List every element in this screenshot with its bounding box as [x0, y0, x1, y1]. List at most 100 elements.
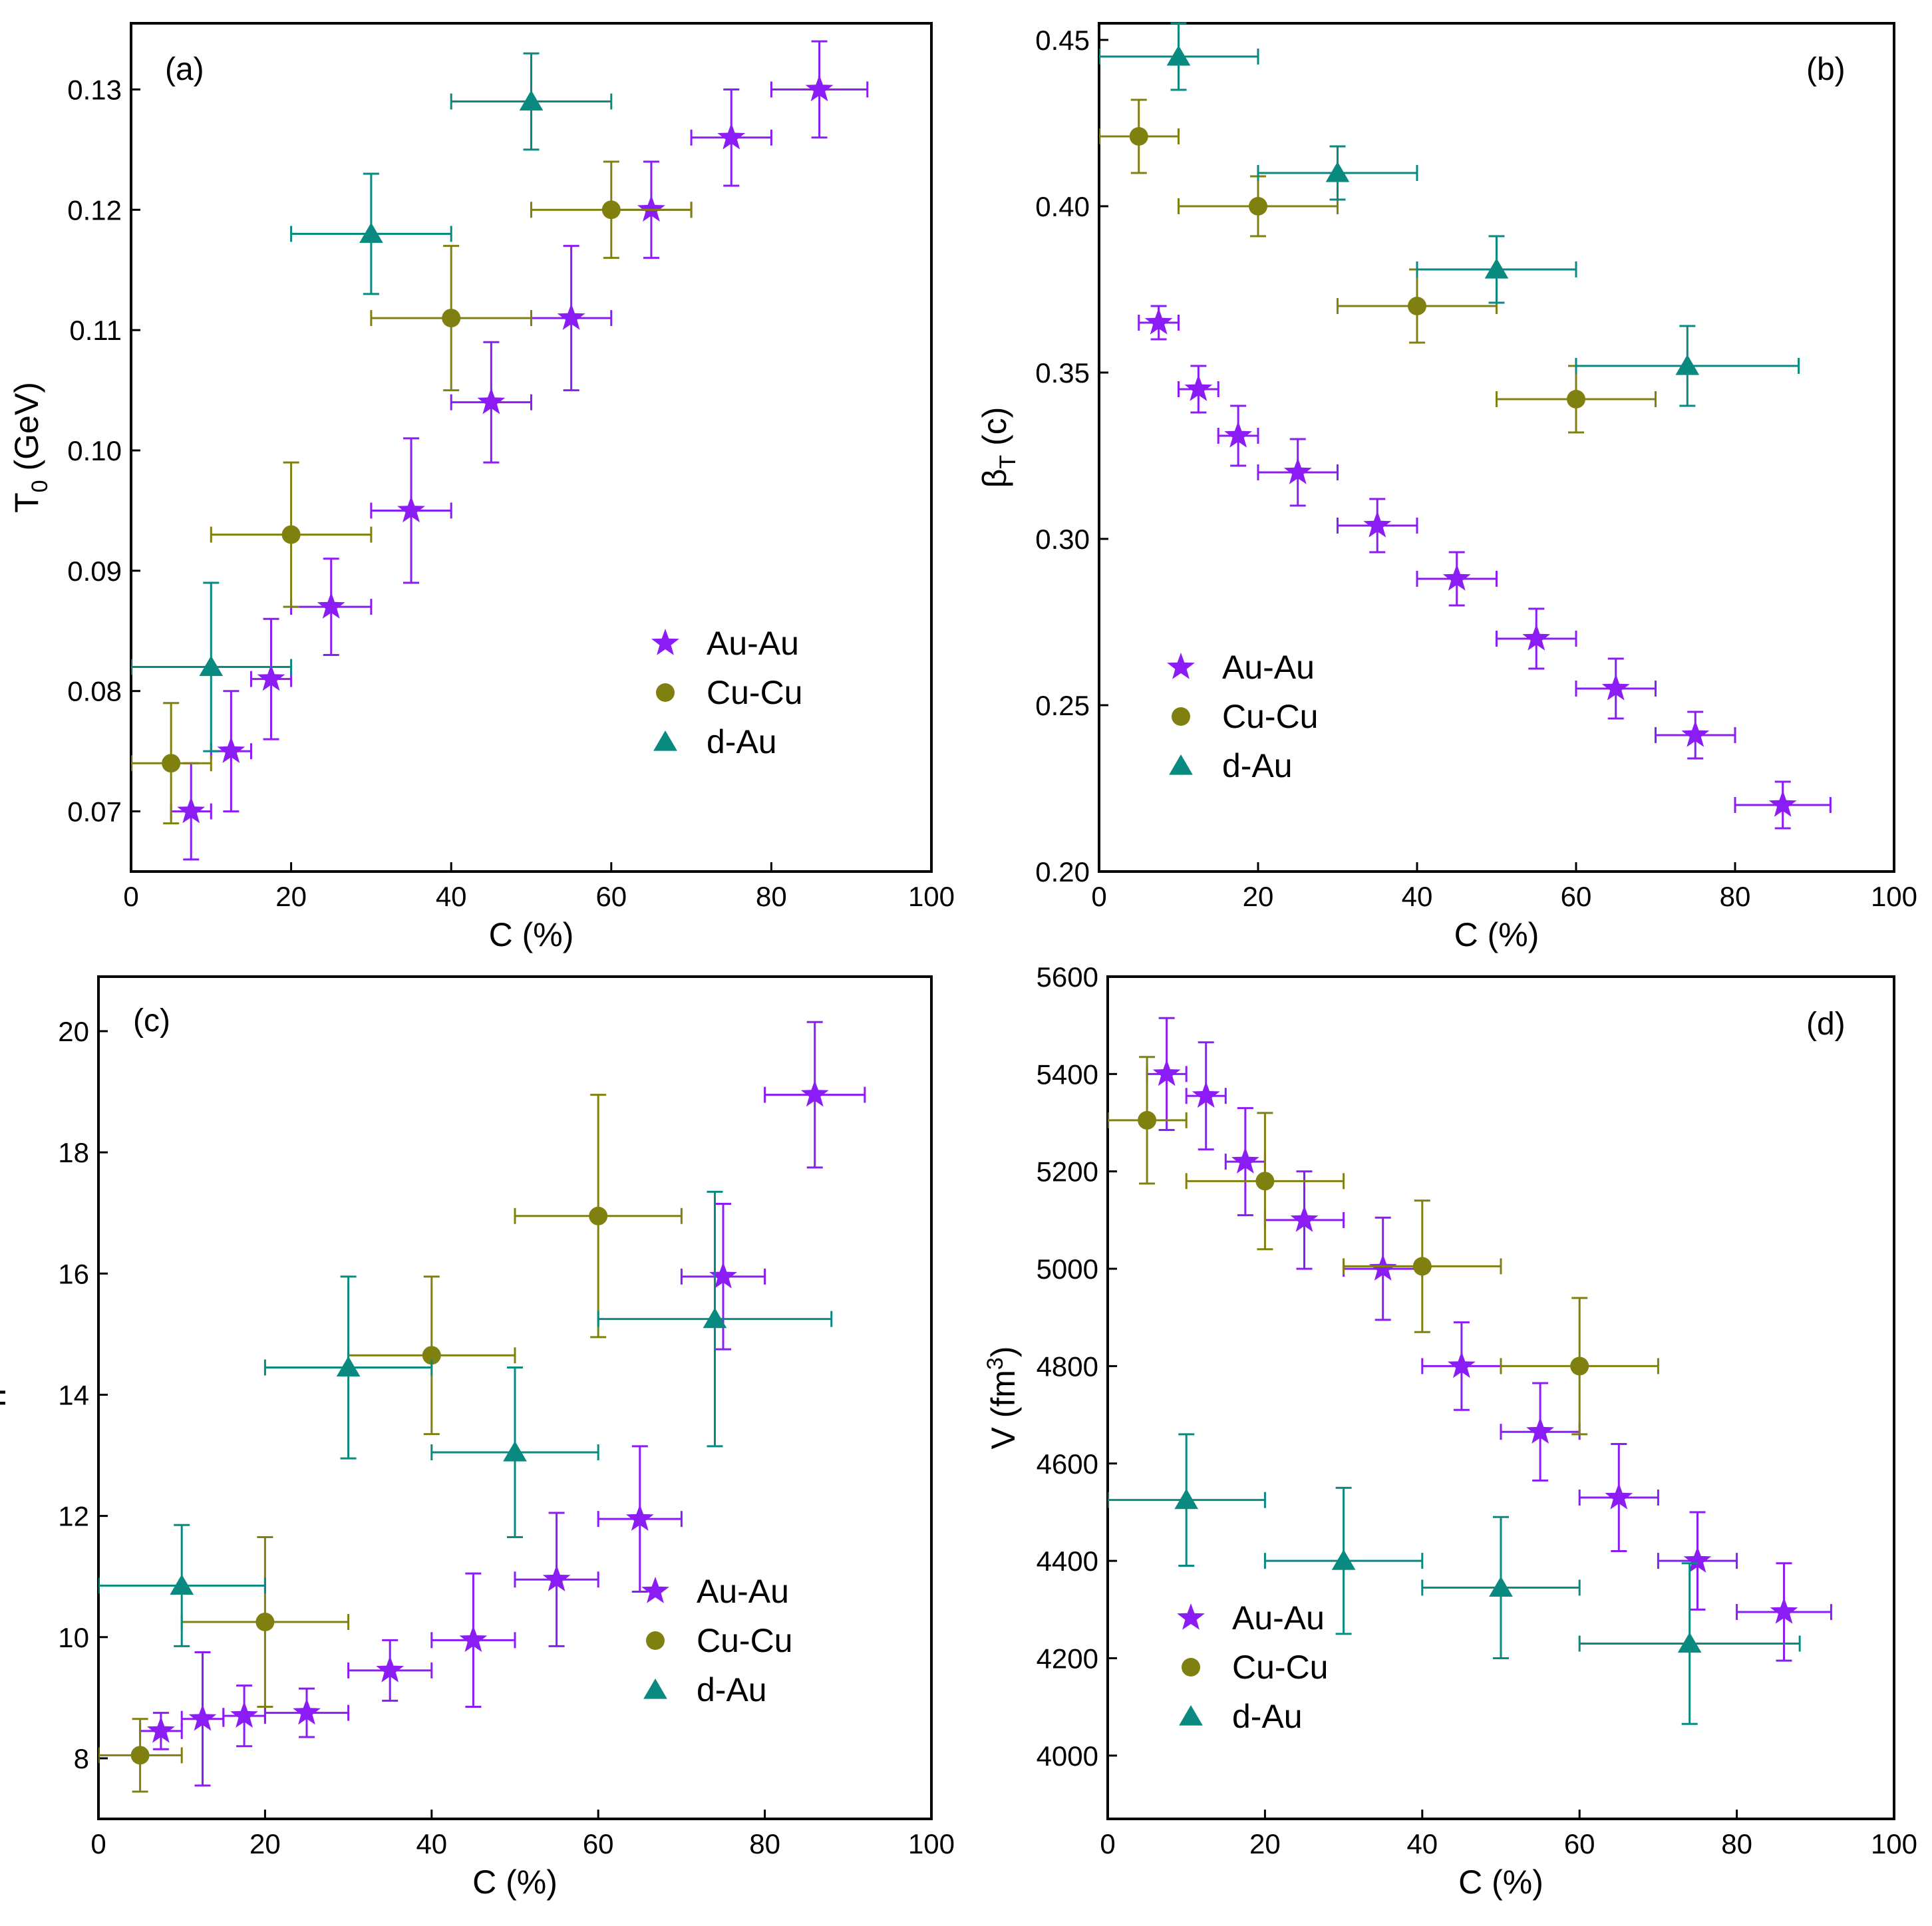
data-marker-star: [1770, 1597, 1798, 1624]
data-point: [1416, 551, 1498, 607]
x-tick-label: 100: [1871, 1828, 1917, 1859]
data-marker-star: [177, 796, 206, 824]
data-marker-circle: [601, 200, 621, 220]
chart-panel-b: 0 20 40 60 80 100 0.20 0.25 0.30 0.35 0.40 0.45 C (%…: [976, 22, 1917, 953]
data-point: [514, 1094, 683, 1339]
legend-marker-triangle: [1169, 754, 1193, 775]
data-marker-triangle: [519, 90, 544, 111]
data-marker-star: [542, 1565, 571, 1591]
x-tick-label: 80: [1720, 881, 1751, 912]
data-marker-triangle: [703, 1307, 727, 1329]
legend-marker-circle: [656, 683, 675, 702]
legend-marker-star: [651, 629, 679, 655]
data-marker-star: [397, 496, 425, 523]
series-d-au: [98, 1190, 833, 1647]
data-point: [1578, 1443, 1659, 1553]
y-tick-label: 5600: [1037, 961, 1098, 993]
x-axis-label: C (%): [489, 916, 574, 953]
data-point: [1500, 1297, 1659, 1436]
data-point: [690, 88, 772, 187]
legend-marker-star: [1167, 653, 1195, 679]
plot-area: [98, 1021, 866, 1793]
legend-marker-circle: [1172, 707, 1190, 726]
legend-label: Cu-Cu: [697, 1622, 792, 1659]
data-point: [1496, 607, 1577, 670]
data-marker-star: [317, 592, 345, 619]
legend-label: Au-Au: [707, 625, 799, 662]
data-marker-triangle: [1331, 1549, 1356, 1570]
data-marker-star: [293, 1698, 321, 1725]
y-axis-label-sub: T: [995, 455, 1021, 469]
panel-label: (c): [133, 1003, 170, 1039]
data-point: [131, 702, 212, 825]
data-marker-star: [557, 303, 585, 330]
data-marker-star: [477, 387, 506, 414]
data-marker-triangle: [1174, 1488, 1199, 1510]
legend: Au-Au Cu-Cu d-Au: [651, 625, 802, 760]
data-point: [1257, 145, 1418, 201]
data-marker-star: [1224, 421, 1252, 448]
data-marker-triangle: [1675, 355, 1700, 375]
y-axis-label-main: T: [8, 492, 45, 513]
data-marker-circle: [422, 1346, 441, 1365]
data-marker-star: [1283, 458, 1312, 484]
y-tick-label: 0.45: [1035, 25, 1090, 56]
legend-label: Au-Au: [1222, 649, 1315, 686]
data-point: [170, 762, 212, 861]
x-axis-label: C (%): [1458, 1863, 1543, 1901]
y-tick-label: 5200: [1037, 1156, 1098, 1188]
data-point: [1734, 780, 1832, 830]
data-marker-circle: [1129, 127, 1148, 146]
data-point: [1217, 404, 1259, 467]
data-point: [1500, 1382, 1581, 1482]
data-marker-star: [1368, 1254, 1397, 1281]
data-marker-star: [800, 1080, 829, 1107]
data-point: [1263, 1170, 1345, 1270]
series-cu-cu: [98, 1094, 683, 1793]
data-marker-triangle: [170, 1574, 194, 1595]
data-marker-star: [1363, 511, 1392, 538]
x-tick-label: 60: [1564, 1828, 1595, 1859]
y-tick-label: 20: [58, 1016, 89, 1047]
x-tick-label: 0: [1100, 1828, 1115, 1859]
data-point: [764, 1021, 866, 1169]
plot-frame: [1098, 22, 1895, 873]
legend-label: Au-Au: [697, 1573, 789, 1610]
data-marker-circle: [1255, 1172, 1275, 1191]
data-marker-circle: [130, 1746, 150, 1765]
data-marker-triangle: [199, 655, 224, 677]
series-au-au: [139, 1021, 866, 1787]
data-point: [1099, 22, 1259, 91]
data-marker-star: [1144, 308, 1173, 335]
data-point: [1185, 1112, 1345, 1251]
legend-label: d-Au: [697, 1671, 767, 1708]
y-axis-label-main: V (fm: [985, 1370, 1022, 1449]
data-point: [347, 1639, 433, 1702]
data-marker-star: [1442, 564, 1471, 591]
data-marker-circle: [162, 754, 181, 773]
series-au-au: [1146, 1017, 1832, 1662]
y-axis-label-rest: ): [985, 1346, 1022, 1357]
x-axis-label: C (%): [472, 1863, 558, 1901]
data-point: [1575, 657, 1657, 720]
y-tick-label: 14: [58, 1379, 89, 1410]
y-tick-label: 4000: [1037, 1740, 1098, 1772]
plot-frame: [1106, 975, 1895, 1820]
data-point: [1178, 365, 1219, 414]
legend-marker-circle: [646, 1631, 665, 1650]
data-point: [347, 1275, 516, 1436]
y-axis-label: βT (c): [976, 407, 1021, 488]
data-point: [1496, 365, 1657, 434]
data-marker-star: [709, 1261, 737, 1289]
x-tick-label: 100: [908, 1828, 955, 1859]
series-au-au: [1138, 305, 1832, 830]
y-tick-label: 18: [58, 1137, 89, 1168]
y-tick-label: 5000: [1037, 1253, 1098, 1285]
x-tick-label: 100: [1871, 881, 1917, 912]
x-tick-label: 20: [275, 881, 307, 912]
legend: Au-Au Cu-Cu d-Au: [1167, 649, 1318, 784]
legend-marker-triangle: [1179, 1705, 1203, 1726]
legend-label: d-Au: [707, 723, 777, 760]
data-marker-star: [1184, 375, 1213, 401]
legend: Au-Au Cu-Cu d-Au: [641, 1573, 792, 1708]
